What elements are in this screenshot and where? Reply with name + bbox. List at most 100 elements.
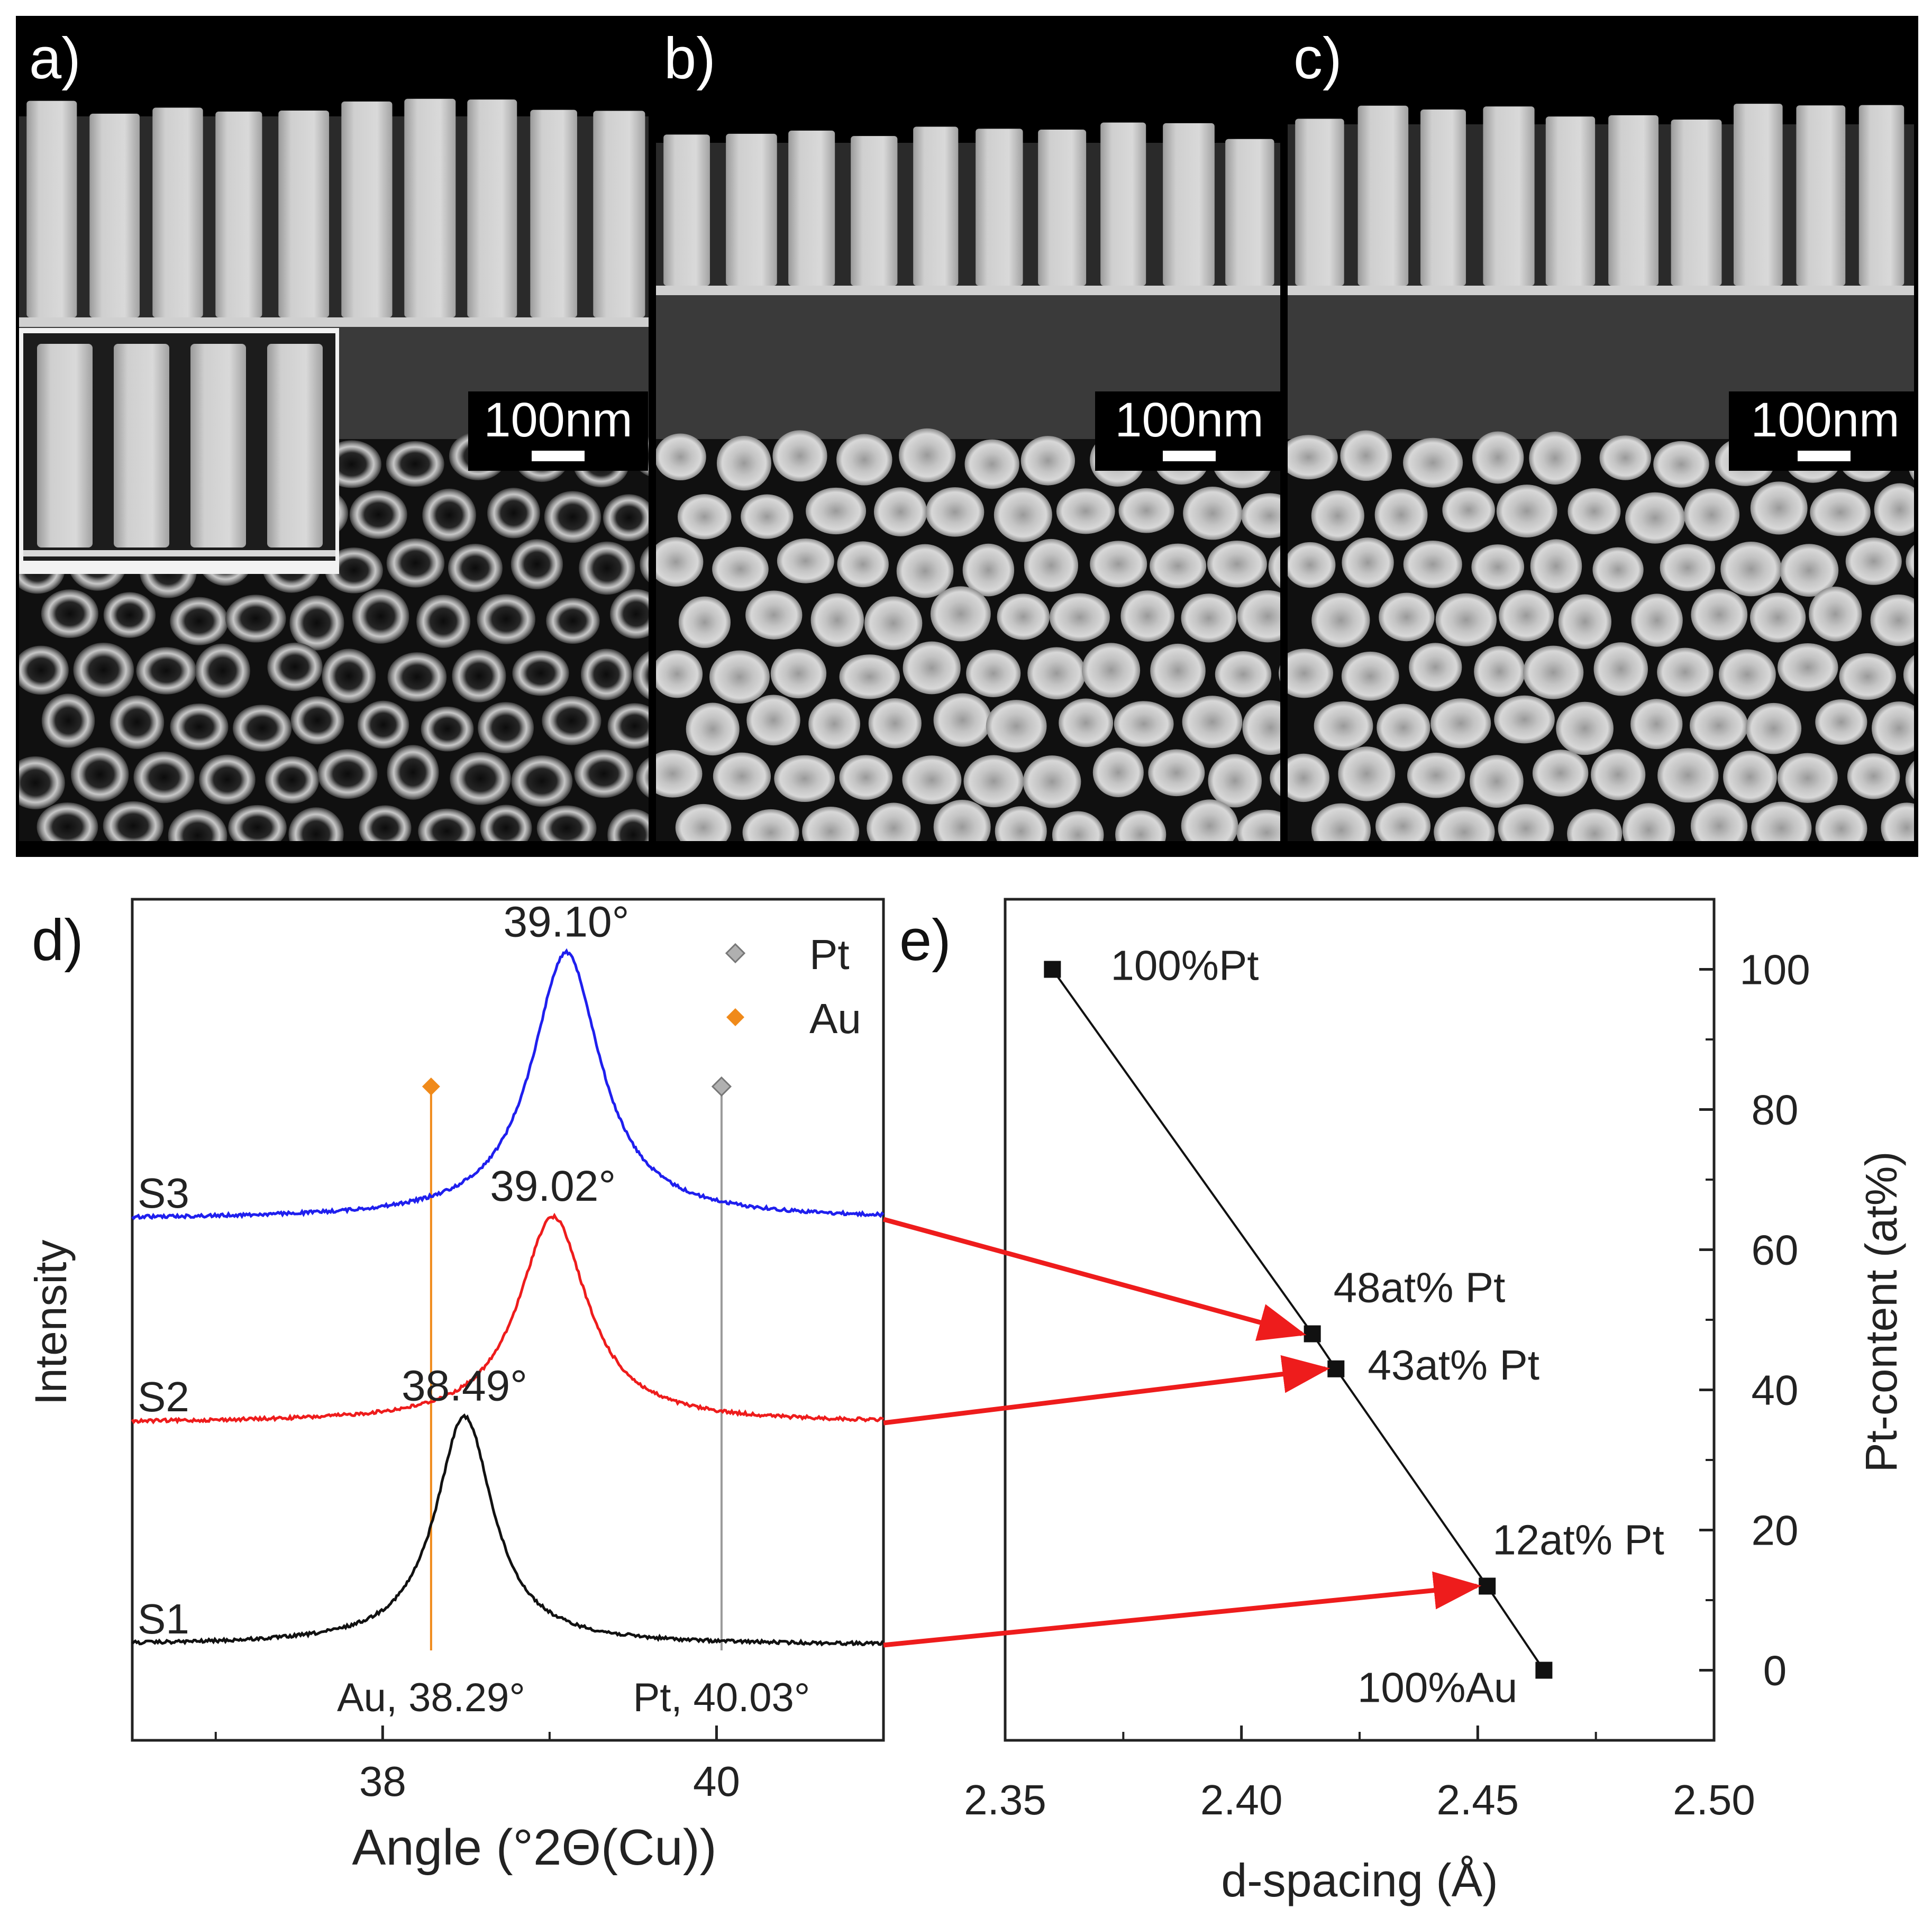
sem-nanorod-top	[1342, 537, 1394, 588]
sem-nanorod-top	[1874, 483, 1914, 536]
sem-nanorod-top	[325, 547, 383, 594]
sem-nanorod-top	[837, 541, 889, 588]
sem-nanorod-top	[352, 589, 409, 644]
sem-nanorod-top	[265, 756, 319, 804]
panel-d-ticks: 38 40	[214, 1726, 885, 1805]
sem-nanorod-top	[1311, 593, 1370, 647]
sem-nanorod-top	[1622, 803, 1675, 841]
sem-nanorod-top	[544, 491, 602, 543]
sem-nanorod-top	[839, 755, 892, 800]
sem-nanorod-top	[480, 805, 532, 841]
sem-nanorod-top	[810, 593, 864, 647]
sem-nanorod-top	[839, 654, 900, 699]
y-tick-label: 40	[1752, 1367, 1799, 1414]
x-tick-label: 38	[359, 1758, 406, 1805]
sem-nanorod-top	[1751, 801, 1812, 841]
sem-nanorod-top	[1150, 543, 1207, 589]
sem-nanorod-top	[103, 592, 156, 638]
sem-nanorod-top	[512, 650, 569, 696]
sem-nanorod	[976, 129, 1023, 286]
sem-nanorod-top	[1236, 809, 1280, 841]
panel-label-a: a)	[29, 26, 81, 91]
panel-e-fit-line	[1051, 969, 1545, 1671]
sem-nanorod-top	[925, 487, 985, 537]
sem-nanorod-top	[1723, 751, 1777, 804]
sem-nanorod-top	[1374, 489, 1428, 541]
reference-diamond-pt-icon	[711, 1076, 732, 1097]
sem-nanorod	[1357, 105, 1409, 286]
sem-nanorod-top	[41, 693, 95, 748]
sem-nanorod	[663, 134, 710, 286]
sem-nanorod-top	[170, 703, 229, 750]
sem-nanorod	[1671, 119, 1722, 286]
sem-nanorod-top	[1839, 653, 1896, 700]
scale-bar-c: 100nm	[1729, 391, 1914, 471]
panel-d-legend: Pt Au	[725, 931, 861, 1042]
sem-nanorod-top	[452, 650, 506, 702]
sem-nanorod-top	[536, 805, 597, 841]
sem-panel-c	[1288, 79, 1914, 841]
sem-nanorod-top	[199, 754, 256, 805]
sem-nanorod-top	[678, 596, 731, 648]
xrd-curve-s1	[131, 1413, 885, 1647]
sem-nanorod-top	[1434, 807, 1495, 841]
sem-nanorod-top	[1499, 590, 1554, 642]
panel-label-e: e)	[899, 908, 951, 973]
panel-d-peak-labels: 38.49° 39.02° 39.10°	[402, 898, 629, 1410]
sem-nanorod-top	[136, 647, 197, 695]
sem-nanorod-top	[1279, 665, 1280, 682]
sem-interface	[656, 286, 1280, 295]
legend-pt-diamond-icon	[725, 943, 746, 964]
sem-nanorod-top	[1403, 437, 1463, 488]
xrd-curve-s3	[131, 948, 885, 1220]
sem-nanorod-top	[656, 650, 703, 698]
sem-nanorod-top	[873, 487, 927, 536]
scale-bar-a-label: 100nm	[484, 393, 632, 447]
sem-nanorod-top	[487, 488, 540, 538]
x-tick-label: 2.40	[1200, 1776, 1283, 1823]
sem-nanorod-top	[1082, 643, 1141, 698]
y-tick-label: 20	[1752, 1507, 1799, 1554]
sem-nanorod-top	[1750, 592, 1806, 643]
sem-nanorod-top	[450, 752, 511, 805]
sem-nanorod-top	[1523, 645, 1584, 699]
sem-nanorod-top	[1338, 746, 1396, 801]
y-tick-label: 80	[1752, 1087, 1799, 1134]
sem-inset-interface	[23, 550, 335, 556]
sem-nanorod-top	[610, 589, 649, 639]
sem-nanorod	[726, 133, 777, 286]
sem-nanorod-top	[70, 747, 129, 802]
sem-nanorod-top	[1377, 704, 1430, 752]
vegard-line	[1051, 969, 1545, 1671]
sem-nanorod-top	[1558, 594, 1611, 649]
sem-nanorod-top	[110, 695, 165, 749]
sem-nanorod	[1483, 106, 1535, 286]
peak-label-s1: 38.49°	[402, 1362, 527, 1410]
sem-nanorod	[1420, 109, 1466, 286]
sem-nanorod-top	[19, 645, 69, 695]
sem-nanorod-top	[418, 808, 476, 841]
sem-nanorod	[593, 111, 645, 318]
sem-nanorod-top	[1845, 537, 1902, 585]
sem-nanorod-top	[1288, 435, 1338, 480]
sem-nanorod-top	[1148, 749, 1205, 797]
sem-nanorod-top	[1379, 592, 1435, 642]
sem-nanorod-top	[808, 699, 860, 749]
sem-nanorod-top	[1311, 803, 1371, 841]
point-label: 12at% Pt	[1492, 1517, 1664, 1564]
sem-nanorod-top	[741, 494, 794, 539]
sem-nanorod-top	[511, 539, 563, 590]
sem-nanorod-top	[1815, 805, 1867, 841]
sem-nanorod-top	[864, 596, 923, 650]
sem-nanorod-top	[1435, 593, 1497, 646]
data-point	[1479, 1577, 1496, 1595]
sem-nanorod-top	[656, 537, 704, 587]
sem-nanorod-top	[1593, 642, 1648, 696]
panel-e: e) 2.35 2.40 2.45 2.50 0 20 40 60 80 100 100%Pt 48…	[899, 898, 1906, 1906]
sem-nanorod-top	[633, 651, 649, 700]
sem-nanorod-top	[1529, 432, 1581, 485]
panel-e-ticks: 2.35 2.40 2.45 2.50 0 20 40 60 80 100	[964, 946, 1810, 1824]
arrow-s2	[883, 1355, 1330, 1426]
sem-nanorod-top	[686, 702, 740, 756]
